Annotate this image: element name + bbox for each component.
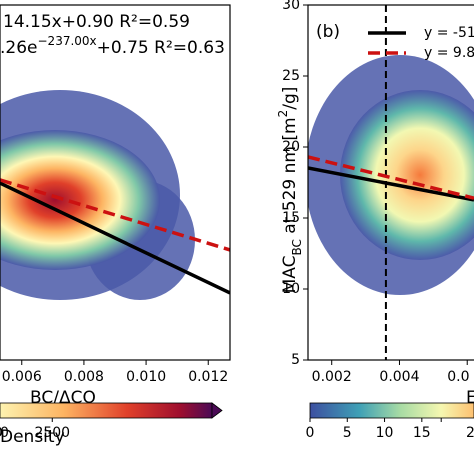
fit-equation: .26e−237.00x+0.75 R²=0.63 (0, 34, 225, 59)
y-tick-label: 30 (282, 0, 300, 13)
colorbar-tick-label: 5 (343, 425, 352, 441)
fit-line (0, 181, 230, 295)
x-tick-label: 0.010 (126, 369, 166, 385)
x-axis-label: E (466, 388, 474, 408)
colorbar-tick-label: 15 (413, 425, 431, 441)
y-axis-label: MACBC at 529 nm [m2/g] (276, 87, 304, 294)
colorbar (309, 402, 474, 419)
y-tick-label: 25 (282, 68, 300, 84)
axes-frame (307, 4, 474, 361)
plot-area (0, 178, 230, 295)
y-axis-label-part: BC (290, 239, 304, 255)
x-tick-label: 0.006 (2, 369, 42, 385)
y-tick-label: 5 (291, 352, 300, 368)
x-tick-label: 0.012 (188, 369, 228, 385)
axes-frame (0, 4, 231, 361)
fit-line (0, 178, 230, 252)
y-axis-label-part: at 529 nm [m (280, 117, 300, 239)
colorbar-label: Density (0, 427, 65, 447)
colorbar-tick-label: 10 (376, 425, 394, 441)
x-tick-label: 0.004 (379, 369, 419, 385)
fit-line (308, 166, 474, 202)
fit-equation-part: .26e (0, 38, 38, 58)
x-tick-label: 0.002 (312, 369, 352, 385)
fit-equation-part: −237.00x (38, 34, 97, 48)
fit-equation: 14.15x+0.90 R²=0.59 (3, 12, 190, 32)
legend-label: y = 9.8 (424, 45, 474, 61)
fit-equation-part: +0.75 R²=0.63 (97, 38, 225, 58)
colorbar-tick-label: 0 (306, 425, 315, 441)
y-axis-label-part: MAC (280, 256, 300, 294)
x-tick-label: 0.008 (64, 369, 104, 385)
y-axis-label-part: 2 (276, 110, 290, 118)
density-cloud (308, 55, 474, 295)
y-tick-label: 10 (282, 281, 300, 297)
colorbar-tick-label: 0 (0, 425, 9, 441)
legend-label: y = -519 (424, 25, 474, 41)
colorbar-tick-label: 2 (466, 425, 474, 441)
x-tick-label: 0.0 (447, 369, 469, 385)
colorbar-tick-label: 2000 (0, 425, 3, 441)
colorbar-tick-label: 2500 (34, 425, 70, 441)
panel-label: (b) (316, 22, 340, 42)
plot-area (308, 5, 474, 360)
colorbar-extend (211, 402, 223, 419)
y-tick-label: 20 (282, 139, 300, 155)
y-tick-label: 15 (282, 210, 300, 226)
fit-line (308, 155, 474, 200)
colorbar (0, 402, 213, 419)
y-axis-label-part: /g] (280, 87, 300, 110)
density-cloud (0, 90, 195, 300)
